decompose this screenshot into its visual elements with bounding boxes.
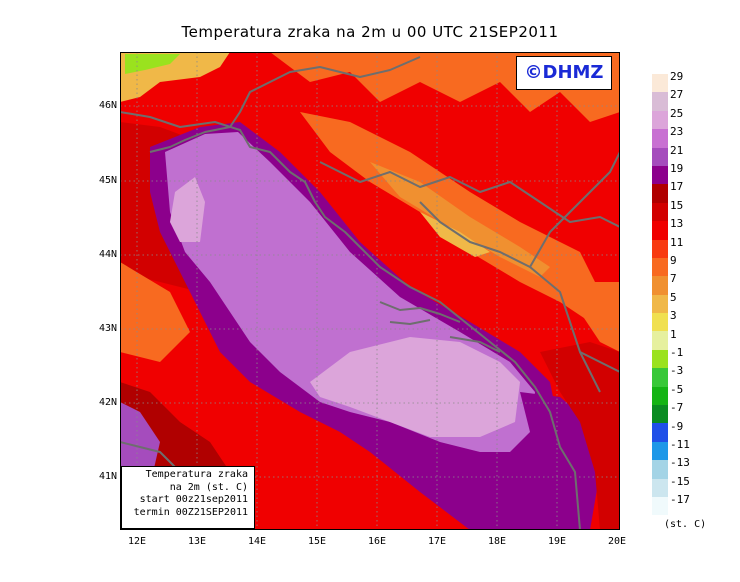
colorbar-swatch	[652, 74, 668, 93]
colorbar-unit: (st. C)	[664, 519, 707, 530]
apennines-cool	[120, 262, 190, 362]
dinaric-ridge	[370, 162, 550, 277]
colorbar-label: 11	[670, 235, 684, 249]
colorbar-label: -13	[670, 456, 690, 470]
lon-label: 19E	[547, 536, 567, 547]
albania-coast	[520, 392, 600, 530]
colorbar-swatch	[652, 165, 668, 185]
colorbar-swatch	[652, 313, 668, 332]
colorbar-label: 17	[670, 180, 684, 194]
lon-label: 15E	[307, 536, 327, 547]
colorbar-swatch	[652, 423, 668, 442]
lon-label: 18E	[487, 536, 507, 547]
colorbar-swatch	[652, 331, 668, 350]
lon-label: 17E	[427, 536, 447, 547]
lat-label: 42N	[98, 397, 117, 408]
colorbar-swatch	[652, 294, 668, 314]
colorbar-swatch	[652, 460, 668, 479]
lon-label: 16E	[367, 536, 387, 547]
colorbar-label: 15	[670, 198, 684, 212]
temperature-map	[120, 52, 620, 530]
colorbar-label: 29	[670, 70, 684, 83]
warm-pocket-north	[170, 177, 205, 242]
lat-label: 43N	[98, 323, 117, 334]
colorbar-swatch	[652, 276, 668, 295]
colorbar-label: 19	[670, 162, 684, 175]
colorbar-swatch	[652, 368, 668, 387]
colorbar-label: 1	[670, 327, 677, 341]
info-line-termin: termin 00Z21SEP2011	[133, 506, 248, 518]
info-line-unit: na 2m (st. C)	[169, 481, 248, 493]
colorbar-swatch	[652, 478, 668, 497]
lon-label: 14E	[247, 536, 267, 547]
lon-label: 13E	[187, 536, 207, 547]
map-title: Temperatura zraka na 2m u 00 UTC 21SEP20…	[181, 23, 559, 41]
colorbar-label: -9	[670, 419, 684, 433]
info-box: Temperatura zraka na 2m (st. C) start 00…	[121, 466, 255, 529]
colorbar-label: 5	[670, 290, 677, 304]
colorbar-label: 21	[670, 143, 684, 157]
colorbar-swatch	[652, 129, 668, 148]
colorbar-label: -11	[670, 438, 690, 451]
warm-pocket-south	[310, 337, 520, 437]
colorbar-label: 25	[670, 106, 684, 120]
colorbar-swatch	[652, 221, 668, 240]
lat-label: 46N	[98, 100, 117, 111]
alps-peak	[125, 54, 180, 74]
colorbar-swatch	[652, 496, 668, 516]
dhmz-logo: ©DHMZ	[516, 56, 612, 90]
colorbar-swatch	[652, 110, 668, 130]
colorbar-swatch	[652, 386, 668, 406]
info-line-start: start 00z21sep2011	[139, 494, 248, 505]
colorbar-label: 3	[670, 309, 677, 323]
info-line-variable: Temperatura zraka	[145, 469, 248, 480]
colorbar-swatch	[652, 441, 668, 461]
colorbar-swatch	[652, 202, 668, 222]
colorbar-label: 13	[670, 217, 684, 231]
lat-label: 44N	[98, 249, 117, 260]
colorbar-swatch	[652, 147, 668, 166]
lon-label: 12E	[127, 536, 147, 547]
colorbar-label: -1	[670, 346, 684, 359]
graticule	[120, 52, 620, 530]
balkan-cool	[580, 282, 620, 352]
colorbar-swatch	[652, 92, 668, 111]
colorbar-label: 9	[670, 254, 677, 267]
dinaric-peak	[420, 212, 490, 257]
lat-label: 41N	[98, 471, 117, 482]
colorbar-swatch	[652, 405, 668, 424]
colorbar-label: -3	[670, 364, 684, 378]
colorbar-label: -17	[670, 493, 690, 507]
colorbar-swatch	[652, 184, 668, 203]
colorbar-swatch	[652, 349, 668, 369]
colorbar-swatch	[652, 239, 668, 258]
lat-label: 45N	[98, 175, 117, 186]
colorbar-label: -7	[670, 401, 684, 415]
colorbar-label: 7	[670, 272, 677, 286]
colorbar-label: -15	[670, 474, 690, 488]
colorbar-label: -5	[670, 382, 684, 396]
coastlines-borders	[120, 56, 620, 530]
balkan-south	[540, 342, 620, 530]
lon-label: 20E	[607, 536, 627, 547]
map-canvas	[120, 52, 620, 530]
colorbar-label: 27	[670, 88, 684, 102]
colorbar-label: 23	[670, 125, 684, 139]
colorbar	[652, 74, 668, 516]
colorbar-swatch	[652, 257, 668, 277]
